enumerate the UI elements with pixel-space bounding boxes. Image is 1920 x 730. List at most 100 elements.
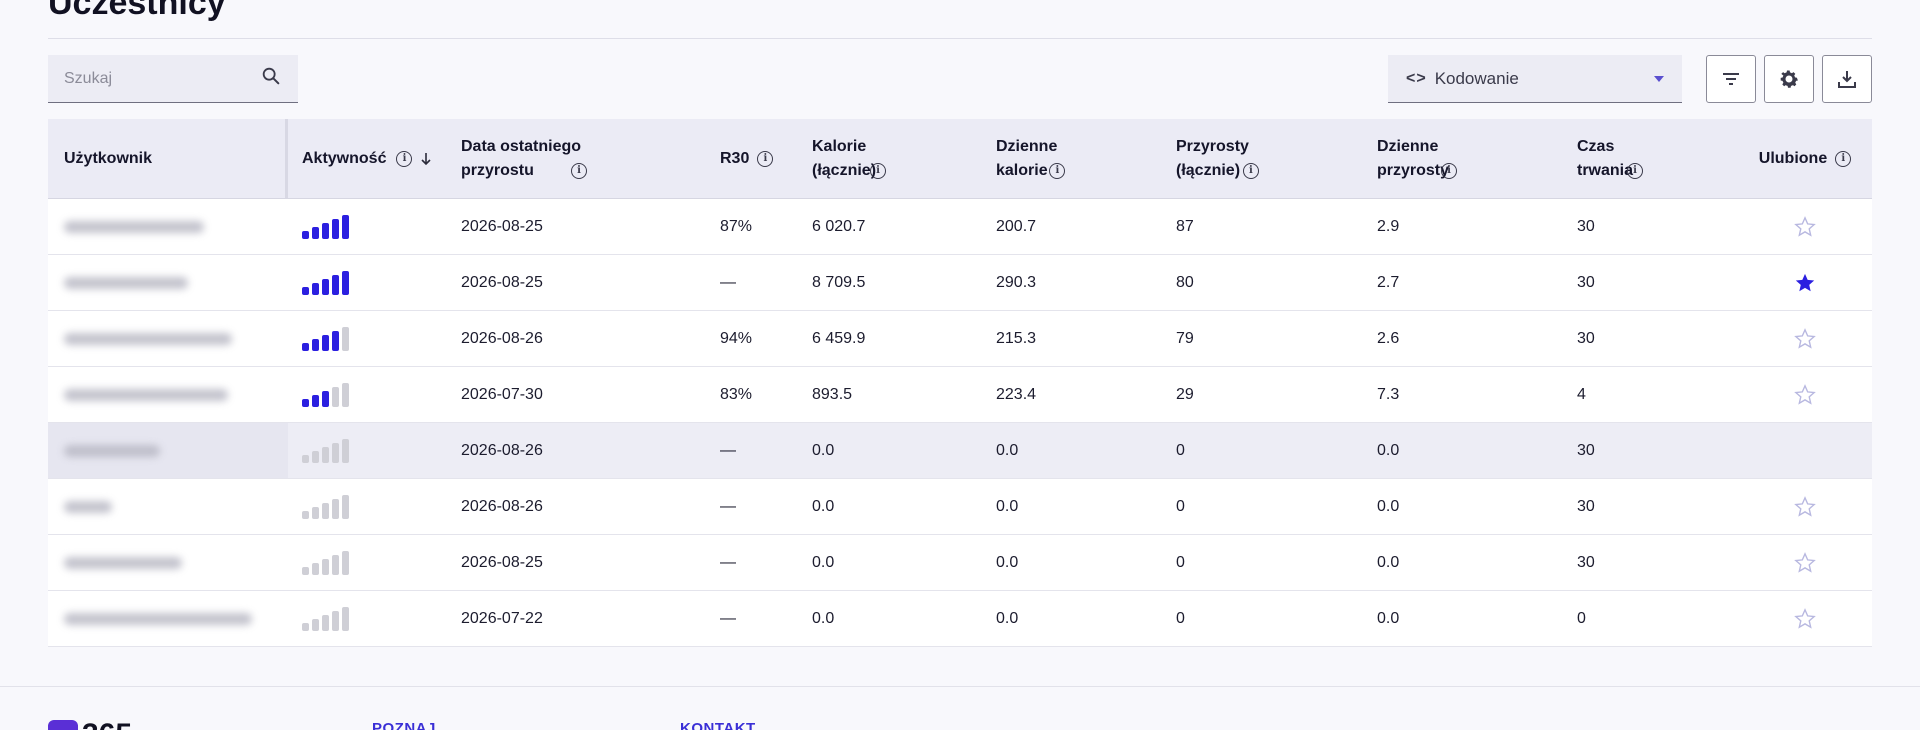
last-increment-cell: 2026-08-26 bbox=[461, 329, 543, 347]
info-icon[interactable]: i bbox=[1835, 150, 1852, 167]
info-icon[interactable]: i bbox=[1242, 162, 1259, 179]
star-filled-icon[interactable] bbox=[1794, 272, 1816, 294]
activity-bar bbox=[302, 510, 309, 519]
header-favorites[interactable]: Ulubione i bbox=[1738, 119, 1872, 198]
footer-link-kontakt[interactable]: KONTAKT bbox=[680, 720, 756, 730]
footer-link-poznaj[interactable]: POZNAJ bbox=[372, 720, 436, 730]
info-icon[interactable]: i bbox=[870, 162, 887, 179]
daily-calories-cell: 0.0 bbox=[996, 553, 1019, 571]
favorite-cell[interactable] bbox=[1738, 199, 1872, 254]
user-name-cell[interactable] bbox=[48, 479, 288, 534]
info-icon[interactable]: i bbox=[571, 162, 588, 179]
last-increment-cell: 2026-08-26 bbox=[461, 441, 543, 459]
star-outline-icon[interactable] bbox=[1794, 551, 1816, 574]
header-label: Kalorie (łącznie) bbox=[812, 137, 877, 179]
increments-cell: 0 bbox=[1176, 441, 1185, 459]
chevron-down-icon bbox=[1654, 75, 1664, 82]
r30-cell: 94% bbox=[720, 329, 753, 347]
header-calories-total[interactable]: Kalorie (łącznie) i bbox=[812, 119, 996, 198]
user-name-cell[interactable] bbox=[48, 535, 288, 590]
activity-bar bbox=[302, 342, 309, 351]
duration-cell: 30 bbox=[1577, 553, 1595, 571]
settings-button[interactable] bbox=[1764, 55, 1814, 103]
favorite-cell[interactable] bbox=[1738, 479, 1872, 534]
table-row[interactable]: 2026-07-22 — 0.0 0.0 0 0.0 0 bbox=[48, 591, 1872, 647]
calories-cell: 8 709.5 bbox=[812, 273, 866, 291]
coding-select[interactable]: <> Kodowanie bbox=[1388, 55, 1682, 103]
user-name-cell[interactable] bbox=[48, 199, 288, 254]
daily-calories-cell: 215.3 bbox=[996, 329, 1037, 347]
favorite-cell[interactable] bbox=[1738, 535, 1872, 590]
activity-bar bbox=[312, 394, 319, 407]
favorite-cell[interactable] bbox=[1738, 367, 1872, 422]
info-icon[interactable]: i bbox=[757, 150, 774, 167]
daily-calories-cell: 200.7 bbox=[996, 217, 1037, 235]
header-activity[interactable]: Aktywność i bbox=[288, 119, 461, 198]
activity-bar bbox=[322, 446, 329, 463]
star-outline-icon[interactable] bbox=[1794, 327, 1816, 350]
header-daily-increments[interactable]: Dzienne przyrosty i bbox=[1377, 119, 1577, 198]
activity-bar bbox=[342, 214, 349, 239]
download-button[interactable] bbox=[1822, 55, 1872, 103]
increments-cell: 79 bbox=[1176, 329, 1194, 347]
favorite-cell[interactable] bbox=[1738, 255, 1872, 310]
header-label: Data ostatniego przyrostu bbox=[461, 137, 582, 179]
download-icon bbox=[1838, 71, 1856, 88]
gear-icon bbox=[1780, 70, 1798, 88]
search-placeholder: Szukaj bbox=[64, 69, 113, 87]
info-icon[interactable]: i bbox=[1627, 162, 1644, 179]
info-icon[interactable]: i bbox=[1441, 162, 1458, 179]
table-row[interactable]: 2026-07-30 83% 893.5 223.4 29 7.3 4 bbox=[48, 367, 1872, 423]
duration-cell: 30 bbox=[1577, 217, 1595, 235]
header-duration[interactable]: Czas trwania i bbox=[1577, 119, 1738, 198]
user-name-cell[interactable] bbox=[48, 423, 288, 478]
daily-calories-cell: 0.0 bbox=[996, 497, 1019, 515]
calories-cell: 6 020.7 bbox=[812, 217, 866, 235]
header-user[interactable]: Użytkownik bbox=[48, 119, 288, 198]
increments-cell: 80 bbox=[1176, 273, 1194, 291]
activity-bar bbox=[312, 282, 319, 295]
star-outline-icon[interactable] bbox=[1794, 383, 1816, 406]
activity-bar bbox=[332, 442, 339, 463]
user-name-cell[interactable] bbox=[48, 591, 288, 646]
activity-cell bbox=[288, 311, 461, 366]
header-increments-total[interactable]: Przyrosty (łącznie) i bbox=[1176, 119, 1377, 198]
user-name-redacted bbox=[64, 556, 182, 569]
activity-cell bbox=[288, 199, 461, 254]
header-r30[interactable]: R30 i bbox=[720, 119, 812, 198]
favorite-cell[interactable] bbox=[1738, 591, 1872, 646]
star-outline-icon[interactable] bbox=[1794, 607, 1816, 630]
info-icon[interactable]: i bbox=[396, 150, 413, 167]
activity-bar bbox=[312, 618, 319, 631]
user-name-cell[interactable] bbox=[48, 367, 288, 422]
user-name-cell[interactable] bbox=[48, 311, 288, 366]
star-outline-icon[interactable] bbox=[1794, 215, 1816, 238]
table-row[interactable]: 2026-08-26 94% 6 459.9 215.3 79 2.6 30 bbox=[48, 311, 1872, 367]
last-increment-cell: 2026-08-25 bbox=[461, 273, 543, 291]
table-row[interactable]: 2026-08-25 87% 6 020.7 200.7 87 2.9 30 bbox=[48, 199, 1872, 255]
favorite-cell[interactable] bbox=[1738, 311, 1872, 366]
table-row[interactable]: 2026-08-25 — 8 709.5 290.3 80 2.7 30 bbox=[48, 255, 1872, 311]
calories-cell: 0.0 bbox=[812, 497, 835, 515]
logo-mark[interactable] bbox=[48, 720, 78, 730]
search-icon[interactable] bbox=[260, 65, 282, 92]
table-row[interactable]: 2026-08-26 — 0.0 0.0 0 0.0 30 bbox=[48, 479, 1872, 535]
star-outline-icon[interactable] bbox=[1794, 495, 1816, 518]
user-name-redacted bbox=[64, 220, 204, 233]
search-input[interactable]: Szukaj bbox=[48, 55, 298, 103]
info-icon[interactable]: i bbox=[1049, 162, 1066, 179]
table-row[interactable]: 2026-08-26 — 0.0 0.0 0 0.0 30 bbox=[48, 423, 1872, 479]
activity-bar bbox=[322, 222, 329, 239]
activity-bar bbox=[332, 218, 339, 239]
logo[interactable]: 365 bbox=[82, 718, 132, 730]
filter-button[interactable] bbox=[1706, 55, 1756, 103]
header-last-increment[interactable]: Data ostatniego przyrostu i bbox=[461, 119, 720, 198]
header-daily-calories[interactable]: Dzienne kalorie i bbox=[996, 119, 1176, 198]
user-name-cell[interactable] bbox=[48, 255, 288, 310]
increments-cell: 29 bbox=[1176, 385, 1194, 403]
table-row[interactable]: 2026-08-25 — 0.0 0.0 0 0.0 30 bbox=[48, 535, 1872, 591]
arrow-down-icon[interactable] bbox=[418, 151, 434, 167]
last-increment-cell: 2026-08-25 bbox=[461, 217, 543, 235]
activity-bar bbox=[312, 450, 319, 463]
favorite-cell[interactable] bbox=[1738, 423, 1872, 478]
